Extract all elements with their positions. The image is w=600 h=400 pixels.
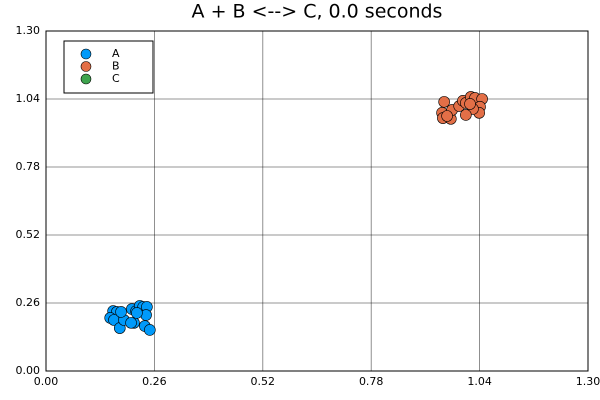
plot-frame bbox=[45, 30, 589, 372]
point bbox=[125, 317, 137, 329]
point bbox=[131, 307, 143, 319]
point bbox=[144, 324, 156, 336]
legend-marker bbox=[80, 48, 92, 60]
point bbox=[115, 306, 127, 318]
legend-label: B bbox=[112, 60, 120, 73]
legend-marker bbox=[80, 61, 92, 72]
y-tick-label: 1.04 bbox=[16, 92, 41, 105]
y-tick-label: 0.52 bbox=[16, 228, 41, 241]
legend-label: C bbox=[112, 72, 120, 85]
legend-label: A bbox=[112, 47, 120, 60]
point bbox=[438, 96, 450, 108]
y-tick-label: 0.26 bbox=[16, 296, 41, 309]
point bbox=[460, 109, 472, 121]
x-tick-label: 0.52 bbox=[251, 375, 276, 388]
point bbox=[464, 98, 476, 110]
y-tick-label: 0.00 bbox=[16, 364, 41, 377]
chart-title: A + B <--> C, 0.0 seconds bbox=[192, 1, 443, 23]
legend-box bbox=[63, 40, 154, 94]
x-tick-label: 0.26 bbox=[142, 375, 167, 388]
y-tick-label: 1.30 bbox=[16, 24, 41, 37]
y-tick-label: 0.78 bbox=[16, 160, 41, 173]
x-tick-label: 1.04 bbox=[467, 375, 492, 388]
legend-marker bbox=[80, 73, 92, 85]
x-tick-label: 0.78 bbox=[359, 375, 384, 388]
point bbox=[441, 110, 453, 122]
x-tick-label: 0.00 bbox=[34, 375, 59, 388]
x-tick-label: 1.30 bbox=[576, 375, 600, 388]
